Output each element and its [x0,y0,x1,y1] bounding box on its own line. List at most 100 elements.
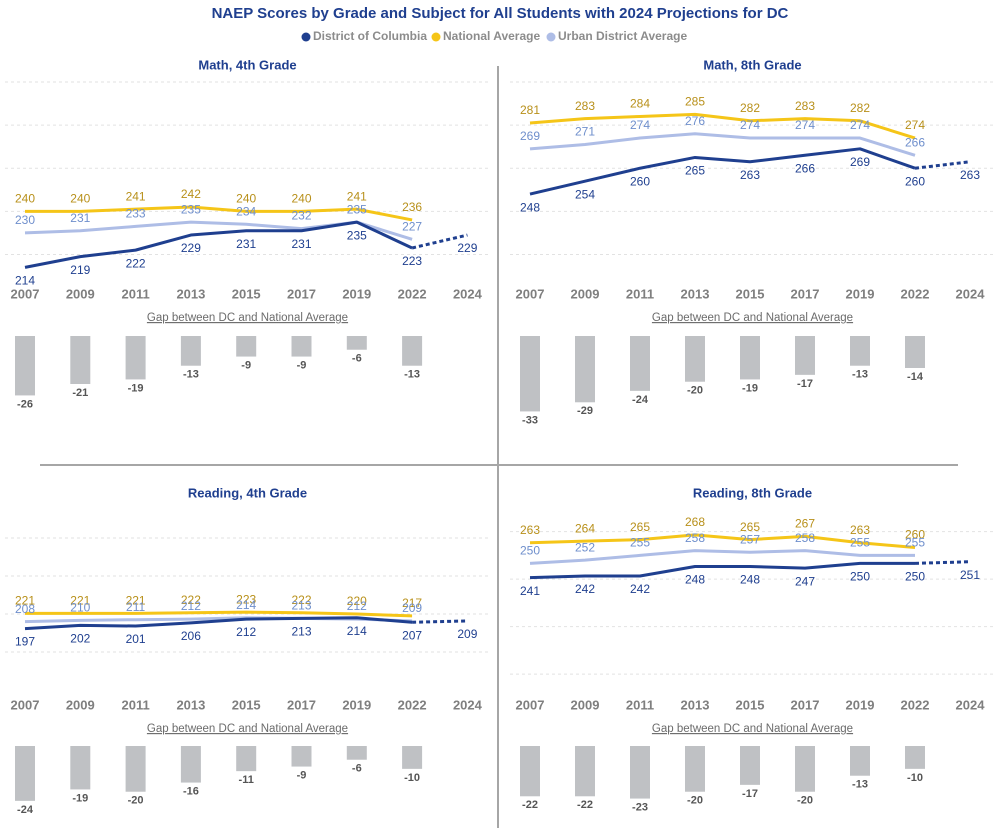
data-label: 274 [630,118,650,132]
data-label: 222 [181,593,201,607]
gap-title: Gap between DC and National Average [652,723,853,735]
bar [850,746,870,776]
data-label: 241 [520,584,540,598]
data-label: 212 [347,599,367,613]
data-label: 263 [850,523,870,537]
data-label: 241 [347,189,367,203]
data-label: 265 [740,520,760,534]
legend-marker [431,32,441,42]
data-label: 210 [70,601,90,615]
data-label: 263 [740,168,760,182]
bar [520,746,540,797]
bar [520,336,540,412]
data-label: 255 [905,536,925,550]
data-label: 242 [575,582,595,596]
data-label: 254 [575,187,595,201]
data-label: 274 [905,118,925,132]
bar-label: -9 [297,359,307,371]
x-tick-label: 2019 [846,697,875,712]
bar [15,336,35,396]
data-label: 212 [181,599,201,613]
data-label: 269 [850,155,870,169]
x-tick-label: 2017 [287,286,316,301]
bar [630,336,650,391]
bar [15,746,35,801]
bar [685,746,705,792]
data-label: 266 [795,161,815,175]
panel-title: Reading, 4th Grade [188,485,307,500]
bar-label: -16 [183,785,199,797]
data-label: 202 [70,632,90,646]
data-label: 250 [520,544,540,558]
gap-title: Gap between DC and National Average [652,312,853,324]
x-tick-label: 2017 [287,697,316,712]
x-tick-label: 2015 [736,697,765,712]
data-label: 257 [740,532,760,546]
data-label: 260 [630,174,650,188]
bar [402,746,423,769]
x-tick-label: 2013 [176,697,205,712]
x-tick-label: 2017 [791,697,820,712]
bar-label: -13 [183,369,199,381]
data-label: 242 [181,187,201,201]
x-tick-label: 2022 [398,286,427,301]
data-label: 234 [236,204,256,218]
x-tick-label: 2022 [901,286,930,301]
x-tick-label: 2011 [626,697,654,712]
projection-line [914,160,971,170]
data-label: 248 [520,200,540,214]
data-label: 255 [630,536,650,550]
bar [575,336,595,403]
data-label: 283 [575,99,595,113]
data-label: 240 [291,192,311,206]
bar [905,336,925,368]
x-tick-label: 2022 [901,697,930,712]
x-tick-label: 2013 [681,286,710,301]
data-label: 233 [126,207,146,221]
bar [70,336,91,384]
bar [740,746,760,785]
data-label: 235 [347,202,367,216]
data-label: 252 [575,540,595,554]
x-tick-label: 2011 [121,286,149,301]
data-label: 201 [126,632,146,646]
bar-label: -6 [352,353,362,365]
projection-line [914,560,971,565]
bar-label: -11 [239,774,254,786]
x-tick-label: 2009 [571,286,600,301]
bar [346,746,367,760]
data-label: 241 [126,189,146,203]
panel-title: Math, 4th Grade [198,57,296,72]
data-label: 265 [630,520,650,534]
data-label: 284 [630,97,650,111]
x-tick-label: 2007 [516,286,545,301]
legend-marker [301,32,311,42]
x-tick-label: 2009 [66,697,95,712]
bar-label: -9 [297,769,307,781]
data-label: 221 [15,594,35,608]
x-tick-label: 2007 [516,697,545,712]
bar-label: -10 [907,772,923,784]
bar [180,336,201,366]
data-label: 209 [402,601,422,615]
data-label: 231 [291,237,311,251]
series-line [25,205,413,222]
series-line [24,616,413,631]
data-label: 268 [685,515,705,529]
data-label: 258 [795,531,815,545]
data-label: 208 [15,602,35,616]
data-label: 248 [685,573,705,587]
data-label: 213 [291,625,311,639]
legend-label: National Average [443,29,540,43]
bar [125,336,146,380]
bar-label: -22 [577,799,593,811]
x-tick-label: 2022 [398,697,427,712]
data-label: 276 [685,114,705,128]
data-label: 213 [291,599,311,613]
data-label: 236 [402,200,422,214]
data-label: 214 [236,598,256,612]
bar-label: -20 [687,795,703,807]
series-line [529,533,916,549]
data-label: 240 [70,192,90,206]
data-label: 219 [70,263,90,277]
